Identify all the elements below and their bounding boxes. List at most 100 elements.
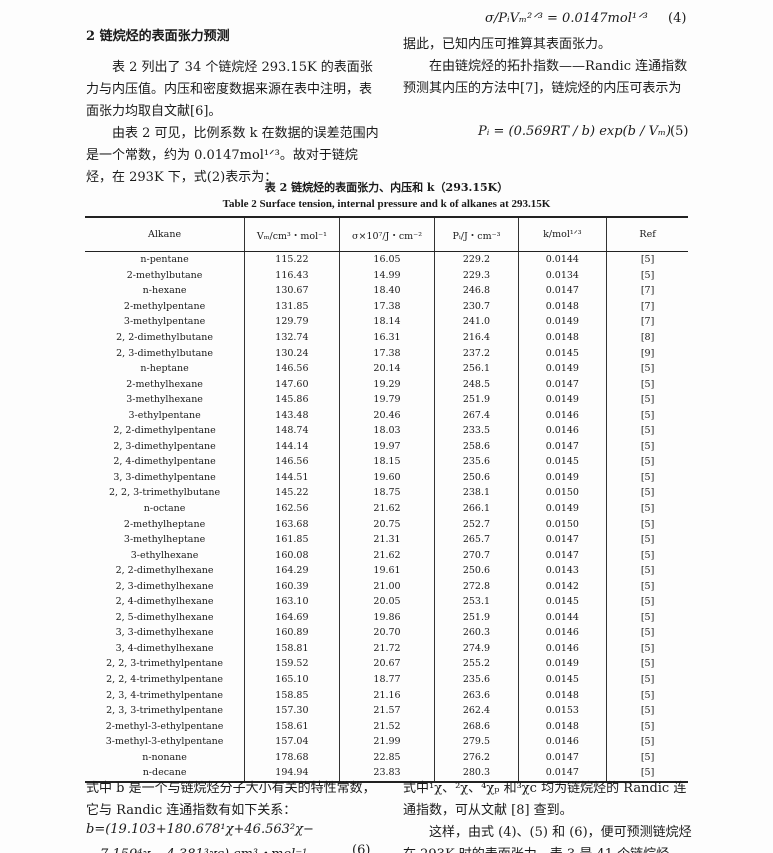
table-cell: 233.5: [434, 423, 519, 439]
table-cell: 131.85: [244, 298, 340, 315]
table-cell: 0.0149: [517, 469, 607, 486]
table-cell: n-decane: [142, 767, 187, 779]
table-row: 2, 3, 4-trimethylpentane 158.85 21.16 263.6…: [85, 687, 688, 703]
table-row: 2-methylheptane 163.68 20.75 252.7 0.0150 [5]: [85, 516, 688, 532]
table-cell: 250.6: [434, 562, 519, 579]
table-cell: 20.75: [338, 516, 435, 532]
table-cell: 161.85: [244, 531, 340, 548]
table-cell: 18.14: [338, 314, 435, 330]
table-cell: 246.8: [434, 283, 519, 299]
table-cell: n-nonane: [142, 751, 187, 763]
table-cell: 130.67: [244, 283, 340, 299]
table-cell: 3-methylheptane: [123, 534, 206, 546]
table-cell: 0.0145: [517, 345, 607, 361]
table-cell: 18.03: [338, 423, 435, 439]
table-cell: 235.6: [434, 454, 519, 470]
table-cell: 21.57: [338, 702, 435, 719]
table-cell: 262.4: [434, 702, 519, 719]
table-cell: 270.7: [434, 547, 519, 563]
table-cell: 129.79: [244, 314, 340, 330]
table-cell: 21.99: [338, 733, 435, 750]
table-cell: 2, 4-dimethylpentane: [113, 456, 216, 468]
table-header-row: Alkane Vₘ/cm³・mol⁻¹ σ×10⁷/J・cm⁻² Pᵢ/J・cm⁻³ k…: [85, 217, 688, 252]
equation-6-line2: 7.159⁴χₚ−4.381³χc) cm³・mol⁻¹: [100, 843, 307, 853]
table-cell: 235.6: [434, 671, 519, 688]
table-cell: 2, 2-dimethylhexane: [115, 565, 214, 577]
table-cell: [5]: [606, 702, 688, 719]
table-cell: 17.38: [338, 345, 435, 361]
table-cell: [9]: [606, 345, 688, 361]
table-cell: 17.38: [338, 298, 435, 315]
table-cell: [5]: [606, 578, 688, 595]
table-cell: 160.08: [244, 547, 340, 563]
table-cell: 0.0134: [517, 267, 607, 284]
table-cell: 265.7: [434, 531, 519, 548]
table-cell: 251.9: [434, 391, 519, 408]
table-row: 3-methylhexane 145.86 19.79 251.9 0.0149 [5]: [85, 391, 688, 408]
table-cell: 145.86: [244, 391, 340, 408]
table-row: 3-ethylpentane 143.48 20.46 267.4 0.0146 [5]: [85, 407, 688, 424]
table-cell: 21.72: [338, 640, 435, 657]
table-cell: [5]: [606, 594, 688, 610]
table-cell: 19.29: [338, 376, 435, 392]
table-cell: 146.56: [244, 454, 340, 470]
table-cell: [5]: [606, 733, 688, 750]
table-cell: 2, 5-dimethylhexane: [115, 611, 214, 623]
table-cell: [5]: [606, 438, 688, 455]
table-cell: 274.9: [434, 640, 519, 657]
table-cell: [7]: [606, 298, 688, 315]
column-header: Alkane: [85, 217, 245, 252]
table-cell: 2, 4-dimethylhexane: [115, 596, 214, 608]
table-cell: 2-methyl-3-ethylpentane: [105, 720, 224, 732]
table-cell: [5]: [606, 765, 688, 782]
table-cell: 0.0145: [517, 594, 607, 610]
table-cell: 18.15: [338, 454, 435, 470]
paragraph: 式中 b 是一个与链烷烃分子大小有关的特性常数，它与 Randic 连通指数有如…: [86, 781, 376, 818]
table-cell: n-heptane: [140, 363, 189, 375]
table-cell: 146.56: [244, 360, 340, 377]
table-cell: 18.77: [338, 671, 435, 688]
table-cell: 0.0147: [517, 749, 607, 766]
paragraph: 在由链烷烃的拓扑指数——Randic 连通指数预测其内压的方法中[7]，链烷烃的…: [403, 59, 688, 96]
table-row: 3, 4-dimethylhexane 158.81 21.72 274.9 0.014…: [85, 640, 688, 657]
table-cell: [5]: [606, 516, 688, 532]
table-cell: 0.0148: [517, 687, 607, 703]
table-cell: 2, 3-dimethylhexane: [115, 580, 214, 592]
table-row: n-hexane 130.67 18.40 246.8 0.0147 [7]: [85, 283, 688, 299]
table-cell: [5]: [606, 562, 688, 579]
paragraph: 这样，由式 (4)、(5) 和 (6)，便可预测链烷烃在 293K 时的表面张力…: [403, 825, 692, 853]
table-cell: 0.0146: [517, 407, 607, 424]
table-cell: 267.4: [434, 407, 519, 424]
table-row: 2, 2, 3-trimethylbutane 145.22 18.75 238.1 0…: [85, 485, 688, 501]
table-cell: [5]: [606, 625, 688, 641]
table-cell: 157.30: [244, 702, 340, 719]
table-cell: 3-ethylhexane: [130, 549, 199, 561]
table-cell: 276.2: [434, 749, 519, 766]
table-row: 3, 3-dimethylpentane 144.51 19.60 250.6 0.01…: [85, 469, 688, 486]
table-cell: 237.2: [434, 345, 519, 361]
table-row: 2, 2-dimethylhexane 164.29 19.61 250.6 0.014…: [85, 562, 688, 579]
table-cell: 18.75: [338, 485, 435, 501]
table-cell: [5]: [606, 360, 688, 377]
table-cell: 3-methyl-3-ethylpentane: [105, 736, 224, 748]
table-row: n-heptane 146.56 20.14 256.1 0.0149 [5]: [85, 360, 688, 377]
table-cell: 2, 3-dimethylpentane: [113, 440, 216, 452]
table-row: n-decane 194.94 23.83 280.3 0.0147 [5]: [85, 765, 688, 782]
table-row: 2, 2-dimethylpentane 148.74 18.03 233.5 0.01…: [85, 423, 688, 439]
table-cell: 0.0145: [517, 671, 607, 688]
table-cell: 0.0147: [517, 438, 607, 455]
table-cell: 0.0147: [517, 765, 607, 782]
table-cell: 21.62: [338, 500, 435, 517]
table-row: 2, 4-dimethylpentane 146.56 18.15 235.6 0.01…: [85, 454, 688, 470]
table-cell: 20.05: [338, 594, 435, 610]
table-cell: 132.74: [244, 329, 340, 346]
table-cell: 164.69: [244, 609, 340, 626]
table-cell: 3-ethylpentane: [128, 409, 201, 421]
table-cell: 255.2: [434, 656, 519, 672]
table-cell: [5]: [606, 251, 688, 268]
table-cell: 20.14: [338, 360, 435, 377]
table-cell: 21.52: [338, 718, 435, 734]
equation-number: (6): [352, 843, 371, 853]
table-cell: 19.60: [338, 469, 435, 486]
table-row: n-octane 162.56 21.62 266.1 0.0149 [5]: [85, 500, 688, 517]
